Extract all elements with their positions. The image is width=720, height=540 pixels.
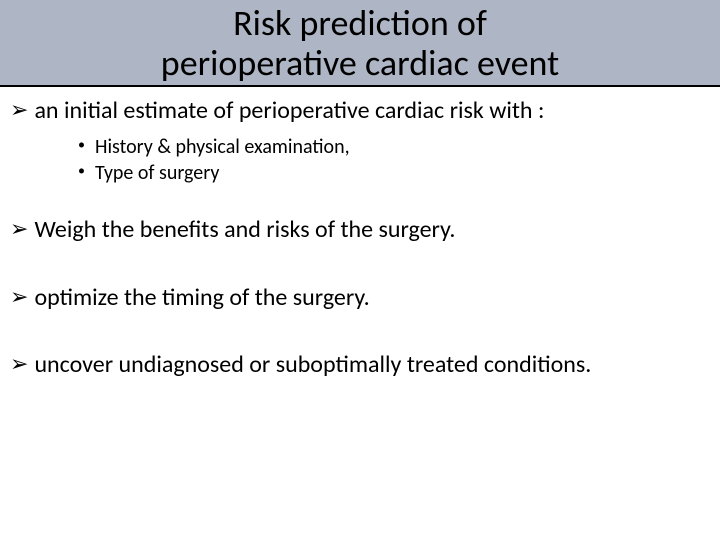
sub-bullet-text-2: Type of surgery xyxy=(95,160,219,186)
dot-icon: • xyxy=(78,134,85,156)
arrow-icon: ➢ xyxy=(10,282,28,313)
title-bar: Risk prediction of perioperative cardiac… xyxy=(0,0,720,87)
arrow-icon: ➢ xyxy=(10,95,28,126)
sub-bullet-list: • History & physical examination, • Type… xyxy=(78,134,710,186)
bullet-text-1: an initial estimate of perioperative car… xyxy=(34,95,544,126)
bullet-text-4: uncover undiagnosed or suboptimally trea… xyxy=(34,349,591,380)
title-line-2: perioperative cardiac event xyxy=(161,41,559,85)
arrow-icon: ➢ xyxy=(10,349,28,380)
sub-bullet-text-1: History & physical examination, xyxy=(95,134,350,160)
title-line-1: Risk prediction of xyxy=(233,1,487,45)
bullet-text-2: Weigh the benefits and risks of the surg… xyxy=(34,214,455,245)
spacer xyxy=(10,254,710,282)
bullet-item: ➢ optimize the timing of the surgery. xyxy=(10,282,710,313)
arrow-icon: ➢ xyxy=(10,214,28,245)
sub-bullet-item: • Type of surgery xyxy=(78,160,710,186)
dot-icon: • xyxy=(78,160,85,182)
sub-bullet-item: • History & physical examination, xyxy=(78,134,710,160)
bullet-item: ➢ an initial estimate of perioperative c… xyxy=(10,95,710,126)
slide-title: Risk prediction of perioperative cardiac… xyxy=(0,4,720,83)
bullet-text-3: optimize the timing of the surgery. xyxy=(34,282,369,313)
bullet-item: ➢ Weigh the benefits and risks of the su… xyxy=(10,214,710,245)
bullet-item: ➢ uncover undiagnosed or suboptimally tr… xyxy=(10,349,710,380)
spacer xyxy=(10,321,710,349)
slide-content: ➢ an initial estimate of perioperative c… xyxy=(0,87,720,380)
